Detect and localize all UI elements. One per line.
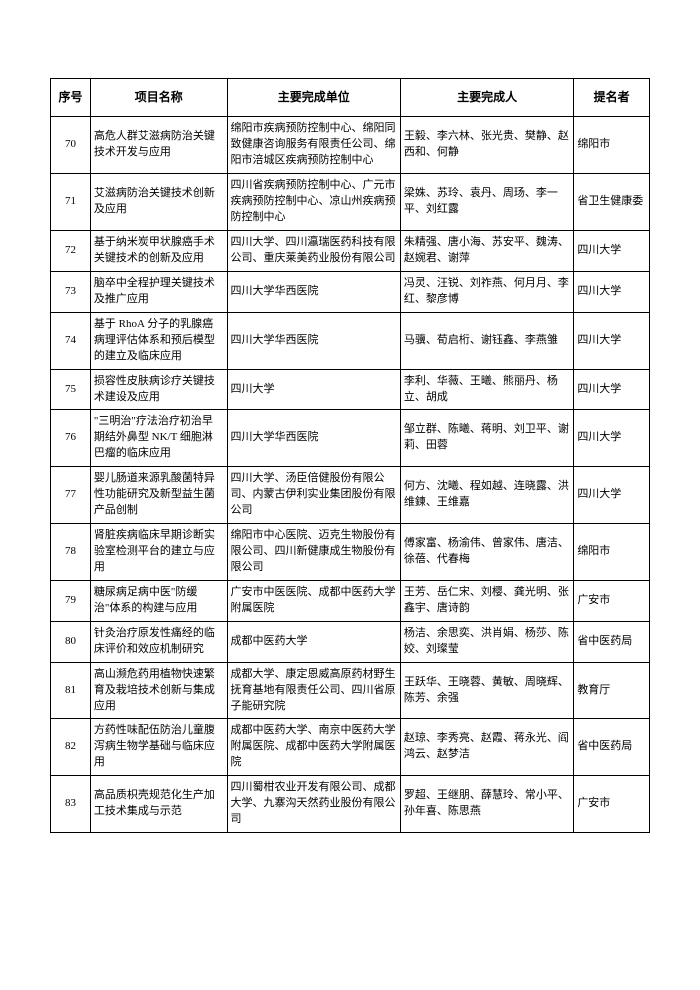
cell-name: 脑卒中全程护理关键技术及推广应用	[90, 271, 227, 312]
cell-people: 冯灵、汪锐、刘祚燕、何月月、李红、黎彦博	[400, 271, 573, 312]
cell-seq: 83	[51, 776, 91, 833]
table-row: 79糖尿病足病中医"防缓治"体系的构建与应用广安市中医医院、成都中医药大学附属医…	[51, 580, 650, 621]
table-row: 74基于 RhoA 分子的乳腺癌病理评估体系和预后模型的建立及临床应用四川大学华…	[51, 312, 650, 369]
cell-nominator: 省中医药局	[574, 719, 650, 776]
cell-org: 四川大学、四川瀛瑞医药科技有限公司、重庆莱美药业股份有限公司	[227, 231, 400, 272]
cell-nominator: 四川大学	[574, 231, 650, 272]
cell-org: 成都中医药大学	[227, 621, 400, 662]
cell-nominator: 四川大学	[574, 271, 650, 312]
cell-seq: 81	[51, 662, 91, 719]
cell-people: 李利、华薇、王曦、熊丽丹、杨立、胡成	[400, 369, 573, 410]
cell-seq: 71	[51, 174, 91, 231]
cell-seq: 75	[51, 369, 91, 410]
table-row: 83高品质枳壳规范化生产加工技术集成与示范四川蜀柑农业开发有限公司、成都大学、九…	[51, 776, 650, 833]
cell-nominator: 省中医药局	[574, 621, 650, 662]
header-nominator: 提名者	[574, 79, 650, 117]
cell-people: 王跃华、王晓蓉、黄敏、周晓辉、陈芳、余强	[400, 662, 573, 719]
cell-org: 四川大学华西医院	[227, 312, 400, 369]
cell-name: "三明治"疗法治疗初治早期结外鼻型 NK/T 细胞淋巴瘤的临床应用	[90, 410, 227, 467]
cell-people: 何方、沈曦、程如越、连晓露、洪维鍊、王维嘉	[400, 467, 573, 524]
cell-name: 高危人群艾滋病防治关键技术开发与应用	[90, 117, 227, 174]
cell-seq: 76	[51, 410, 91, 467]
cell-name: 基于纳米炭甲状腺癌手术关键技术的创新及应用	[90, 231, 227, 272]
cell-seq: 74	[51, 312, 91, 369]
cell-org: 成都中医药大学、南京中医药大学附属医院、成都中医药大学附属医院	[227, 719, 400, 776]
cell-nominator: 绵阳市	[574, 117, 650, 174]
table-row: 80针灸治疗原发性痛经的临床评价和效应机制研究成都中医药大学杨洁、余思奕、洪肖娟…	[51, 621, 650, 662]
cell-name: 婴儿肠道来源乳酸菌特异性功能研究及新型益生菌产品创制	[90, 467, 227, 524]
cell-seq: 79	[51, 580, 91, 621]
cell-people: 杨洁、余思奕、洪肖娟、杨莎、陈姣、刘璨莹	[400, 621, 573, 662]
table-row: 77婴儿肠道来源乳酸菌特异性功能研究及新型益生菌产品创制四川大学、汤臣倍健股份有…	[51, 467, 650, 524]
cell-people: 王芳、岳仁宋、刘樱、龚光明、张鑫宇、唐诗韵	[400, 580, 573, 621]
cell-name: 艾滋病防治关键技术创新及应用	[90, 174, 227, 231]
cell-org: 成都大学、康定恩威高原药材野生抚育基地有限责任公司、四川省原子能研究院	[227, 662, 400, 719]
cell-people: 王毅、李六林、张光贵、樊静、赵西和、何静	[400, 117, 573, 174]
cell-org: 广安市中医医院、成都中医药大学附属医院	[227, 580, 400, 621]
cell-name: 针灸治疗原发性痛经的临床评价和效应机制研究	[90, 621, 227, 662]
cell-nominator: 省卫生健康委	[574, 174, 650, 231]
cell-org: 四川省疾病预防控制中心、广元市疾病预防控制中心、凉山州疾病预防控制中心	[227, 174, 400, 231]
cell-nominator: 绵阳市	[574, 524, 650, 581]
cell-org: 四川大学华西医院	[227, 410, 400, 467]
table-row: 71艾滋病防治关键技术创新及应用四川省疾病预防控制中心、广元市疾病预防控制中心、…	[51, 174, 650, 231]
header-name: 项目名称	[90, 79, 227, 117]
cell-name: 肾脏疾病临床早期诊断实验室检测平台的建立与应用	[90, 524, 227, 581]
table-row: 73脑卒中全程护理关键技术及推广应用四川大学华西医院冯灵、汪锐、刘祚燕、何月月、…	[51, 271, 650, 312]
table-body: 70高危人群艾滋病防治关键技术开发与应用绵阳市疾病预防控制中心、绵阳同致健康咨询…	[51, 117, 650, 833]
table-row: 76"三明治"疗法治疗初治早期结外鼻型 NK/T 细胞淋巴瘤的临床应用四川大学华…	[51, 410, 650, 467]
cell-seq: 73	[51, 271, 91, 312]
cell-nominator: 四川大学	[574, 369, 650, 410]
cell-name: 高品质枳壳规范化生产加工技术集成与示范	[90, 776, 227, 833]
cell-seq: 70	[51, 117, 91, 174]
cell-people: 傅家富、杨渝伟、曾家伟、唐洁、徐蓓、代春梅	[400, 524, 573, 581]
cell-nominator: 广安市	[574, 580, 650, 621]
header-people: 主要完成人	[400, 79, 573, 117]
cell-seq: 72	[51, 231, 91, 272]
header-org: 主要完成单位	[227, 79, 400, 117]
cell-org: 四川蜀柑农业开发有限公司、成都大学、九寨沟天然药业股份有限公司	[227, 776, 400, 833]
cell-nominator: 教育厅	[574, 662, 650, 719]
cell-seq: 82	[51, 719, 91, 776]
cell-org: 绵阳市中心医院、迈克生物股份有限公司、四川新健康成生物股份有限公司	[227, 524, 400, 581]
cell-nominator: 四川大学	[574, 467, 650, 524]
header-row: 序号 项目名称 主要完成单位 主要完成人 提名者	[51, 79, 650, 117]
table-row: 72基于纳米炭甲状腺癌手术关键技术的创新及应用四川大学、四川瀛瑞医药科技有限公司…	[51, 231, 650, 272]
cell-people: 梁姝、苏玲、袁丹、周玚、李一平、刘红露	[400, 174, 573, 231]
table-row: 70高危人群艾滋病防治关键技术开发与应用绵阳市疾病预防控制中心、绵阳同致健康咨询…	[51, 117, 650, 174]
cell-name: 基于 RhoA 分子的乳腺癌病理评估体系和预后模型的建立及临床应用	[90, 312, 227, 369]
table-row: 78肾脏疾病临床早期诊断实验室检测平台的建立与应用绵阳市中心医院、迈克生物股份有…	[51, 524, 650, 581]
cell-name: 糖尿病足病中医"防缓治"体系的构建与应用	[90, 580, 227, 621]
table-row: 82方药性味配伍防治儿童腹泻病生物学基础与临床应用成都中医药大学、南京中医药大学…	[51, 719, 650, 776]
cell-seq: 80	[51, 621, 91, 662]
cell-people: 赵琼、李秀亮、赵霞、蒋永光、阎鸿云、赵梦洁	[400, 719, 573, 776]
cell-seq: 78	[51, 524, 91, 581]
cell-people: 朱精强、唐小海、苏安平、魏涛、赵婉君、谢萍	[400, 231, 573, 272]
cell-nominator: 四川大学	[574, 410, 650, 467]
cell-org: 绵阳市疾病预防控制中心、绵阳同致健康咨询服务有限责任公司、绵阳市涪城区疾病预防控…	[227, 117, 400, 174]
table-row: 81高山濒危药用植物快速繁育及栽培技术创新与集成应用成都大学、康定恩威高原药材野…	[51, 662, 650, 719]
cell-org: 四川大学、汤臣倍健股份有限公司、内蒙古伊利实业集团股份有限公司	[227, 467, 400, 524]
header-seq: 序号	[51, 79, 91, 117]
cell-name: 方药性味配伍防治儿童腹泻病生物学基础与临床应用	[90, 719, 227, 776]
cell-people: 罗超、王继朋、薛慧玲、常小平、孙年喜、陈思燕	[400, 776, 573, 833]
cell-people: 马骥、荀启桁、谢钰鑫、李燕雏	[400, 312, 573, 369]
cell-nominator: 四川大学	[574, 312, 650, 369]
cell-name: 高山濒危药用植物快速繁育及栽培技术创新与集成应用	[90, 662, 227, 719]
table-row: 75损容性皮肤病诊疗关键技术建设及应用四川大学李利、华薇、王曦、熊丽丹、杨立、胡…	[51, 369, 650, 410]
cell-seq: 77	[51, 467, 91, 524]
cell-name: 损容性皮肤病诊疗关键技术建设及应用	[90, 369, 227, 410]
cell-org: 四川大学	[227, 369, 400, 410]
cell-people: 邹立群、陈曦、蒋明、刘卫平、谢莉、田蓉	[400, 410, 573, 467]
cell-org: 四川大学华西医院	[227, 271, 400, 312]
projects-table: 序号 项目名称 主要完成单位 主要完成人 提名者 70高危人群艾滋病防治关键技术…	[50, 78, 650, 833]
cell-nominator: 广安市	[574, 776, 650, 833]
